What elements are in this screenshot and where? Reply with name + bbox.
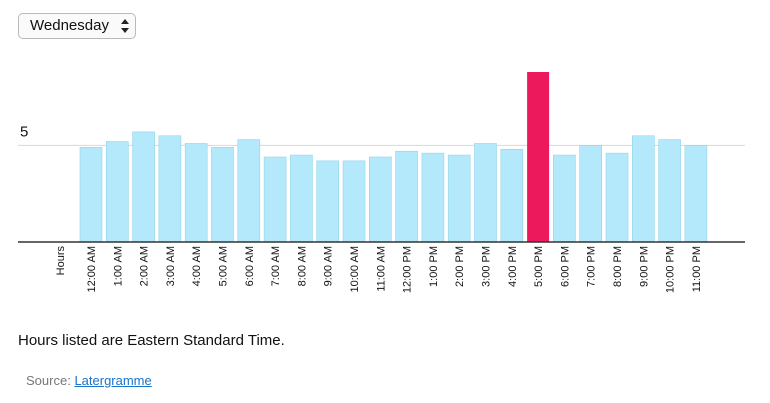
- up-down-arrows-icon: [121, 19, 129, 33]
- source-link[interactable]: Latergramme: [74, 373, 152, 388]
- bar: [421, 152, 445, 243]
- x-tick-label: 2:00 PM: [454, 246, 466, 287]
- x-tick-label: 6:00 PM: [559, 246, 571, 287]
- x-tick-label: 12:00 PM: [402, 246, 414, 293]
- bar: [500, 148, 524, 243]
- x-tick-label: 5:00 AM: [218, 246, 230, 286]
- day-select[interactable]: Wednesday: [18, 13, 136, 39]
- x-tick-label: 1:00 AM: [112, 246, 124, 286]
- source-line: Source: Latergramme: [26, 373, 152, 388]
- bar: [79, 147, 103, 243]
- bar: [106, 141, 129, 243]
- bar: [368, 156, 392, 243]
- x-tick-label: 4:00 PM: [507, 246, 519, 287]
- x-tick-label: 8:00 AM: [296, 246, 308, 286]
- bar: [184, 143, 208, 243]
- x-tick-label: 10:00 AM: [349, 246, 361, 292]
- bar: [290, 154, 313, 243]
- footnote: Hours listed are Eastern Standard Time.: [18, 332, 285, 349]
- y-axis-title: Hours: [55, 246, 67, 276]
- bar: [132, 131, 155, 243]
- x-tick-label: 7:00 AM: [270, 246, 282, 286]
- day-select-value: Wednesday: [30, 17, 109, 34]
- source-label: Source:: [26, 373, 71, 388]
- bar: [631, 135, 655, 243]
- x-tick-label: 5:00 PM: [533, 246, 545, 287]
- bar: [263, 156, 287, 243]
- x-tick-label: 3:00 PM: [481, 246, 493, 287]
- bar-chart: 5 Hours 12:00 AM 1:00 AM 2:00 AM 3:00 AM 4:00 …: [18, 72, 745, 293]
- bar: [658, 139, 681, 243]
- bar: [211, 147, 234, 243]
- x-tick-label: 9:00 AM: [323, 246, 335, 286]
- bar: [342, 160, 366, 243]
- x-tick-label: 11:00 AM: [375, 246, 387, 292]
- x-tick-label: 7:00 PM: [586, 246, 598, 287]
- bar: [395, 150, 418, 243]
- x-tick-label: 3:00 AM: [165, 246, 177, 286]
- x-tick-label: 6:00 AM: [244, 246, 256, 286]
- x-tick-label: 11:00 PM: [691, 246, 703, 292]
- x-tick-label: 12:00 AM: [86, 246, 98, 292]
- x-tick-label: 10:00 PM: [665, 246, 677, 293]
- bar: [605, 152, 629, 243]
- bar: [158, 135, 182, 243]
- x-tick-label: 9:00 PM: [638, 246, 650, 287]
- bar-highlighted: [527, 72, 550, 242]
- bar: [684, 145, 708, 243]
- x-tick-label: 1:00 PM: [428, 246, 440, 287]
- x-tick-label: 8:00 PM: [612, 246, 624, 287]
- bar: [553, 154, 576, 243]
- x-tick-label: 4:00 AM: [191, 246, 203, 286]
- bar: [316, 160, 340, 243]
- bar: [447, 154, 471, 243]
- bar: [474, 143, 497, 243]
- bar: [237, 139, 261, 243]
- y-tick-label: 5: [20, 123, 28, 140]
- bar: [579, 145, 603, 243]
- x-tick-label: 2:00 AM: [139, 246, 151, 286]
